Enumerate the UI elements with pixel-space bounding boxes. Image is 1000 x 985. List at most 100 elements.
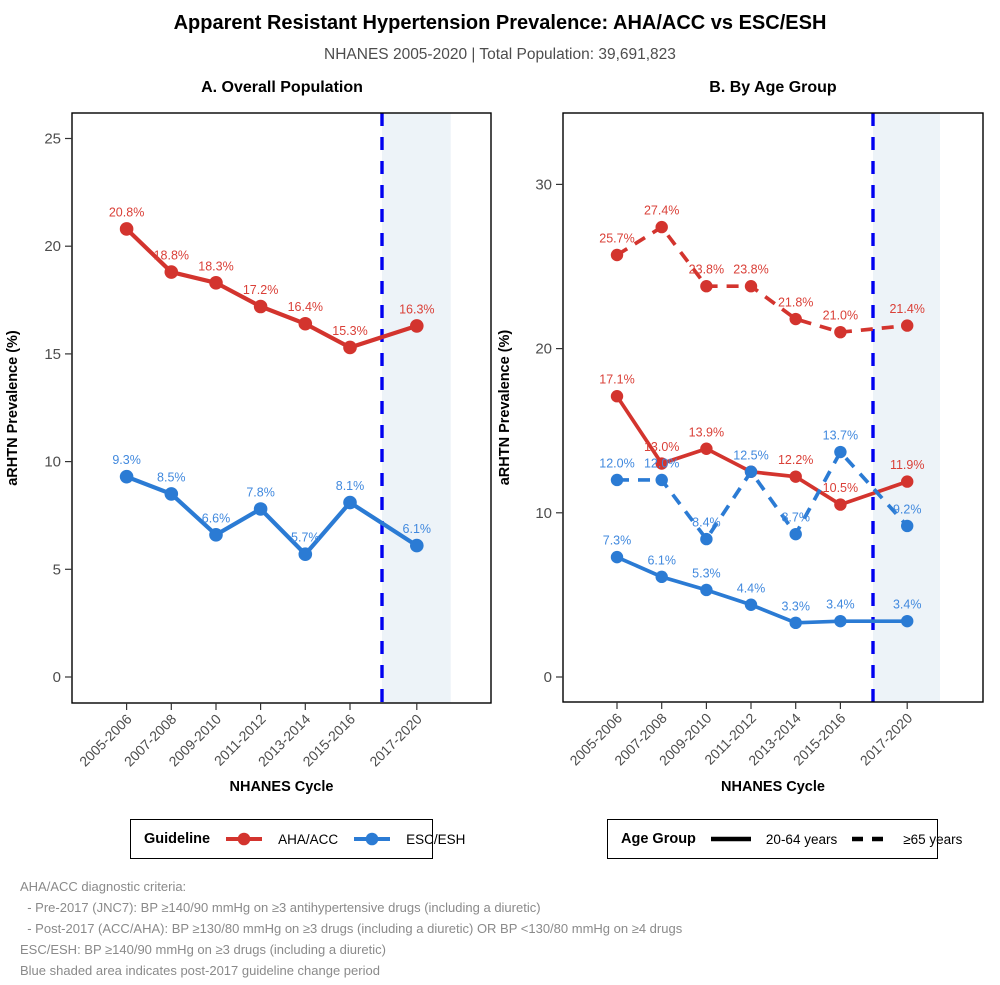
data-point: [834, 614, 847, 628]
data-point-label: 21.0%: [823, 309, 858, 323]
y-tick-label: 10: [535, 505, 552, 522]
data-point: [655, 457, 668, 470]
data-point: [253, 502, 268, 516]
legend-item-ahaacc: AHA/ACC: [278, 831, 339, 847]
data-point-label: 8.1%: [336, 479, 365, 493]
y-tick-label: 0: [544, 669, 552, 686]
data-point: [789, 470, 802, 483]
data-point-label: 15.3%: [332, 324, 367, 338]
footnote-line: - Pre-2017 (JNC7): BP ≥140/90 mmHg on ≥3…: [20, 900, 541, 915]
data-point-label: 16.3%: [399, 302, 434, 316]
y-axis-title: aRHTN Prevalence (%): [497, 330, 513, 486]
data-point: [789, 616, 802, 630]
data-point: [901, 614, 914, 628]
data-point: [298, 316, 313, 331]
y-tick-label: 0: [53, 669, 61, 686]
data-point-label: 5.3%: [692, 566, 721, 580]
data-point: [610, 550, 624, 564]
y-tick-label: 15: [44, 346, 61, 363]
data-point-label: 13.7%: [823, 429, 858, 443]
data-point-label: 25.7%: [599, 232, 634, 246]
data-point: [343, 340, 357, 355]
data-point-label: 12.0%: [644, 456, 679, 470]
data-point: [901, 475, 914, 488]
y-axis-title: aRHTN Prevalence (%): [5, 330, 21, 486]
data-point-label: 7.8%: [246, 485, 275, 499]
data-point-label: 3.4%: [893, 598, 922, 612]
data-point-label: 7.3%: [603, 534, 632, 548]
x-axis-title: NHANES Cycle: [230, 779, 334, 795]
data-point-label: 8.5%: [157, 470, 186, 484]
escesh-line-swatch-icon: [354, 832, 391, 846]
data-point-label: 13.0%: [644, 440, 679, 454]
charts-svg: 05101520252005-20062007-20082009-2010201…: [5, 112, 984, 795]
y-tick-label: 30: [535, 176, 552, 193]
data-point: [119, 222, 134, 236]
data-point-label: 17.1%: [599, 373, 634, 387]
data-point: [209, 528, 223, 542]
data-point-label: 8.4%: [692, 516, 721, 530]
data-point-label: 17.2%: [243, 283, 278, 297]
legend-item-65plus: ≥65 years: [903, 831, 963, 847]
data-point-label: 6.1%: [403, 522, 432, 536]
footnote-line: - Post-2017 (ACC/AHA): BP ≥130/80 mmHg o…: [20, 921, 683, 936]
data-point-label: 3.3%: [781, 599, 810, 613]
data-point-label: 20.8%: [109, 205, 144, 219]
data-point-label: 12.5%: [733, 448, 768, 462]
data-point: [834, 325, 847, 339]
panel-b-title: B. By Age Group: [709, 79, 837, 96]
data-point: [744, 598, 758, 611]
data-point-label: 6.6%: [202, 511, 231, 525]
data-point-label: 23.8%: [689, 263, 724, 277]
data-point: [700, 532, 713, 546]
data-point: [744, 465, 758, 478]
post2017-shaded-region: [382, 113, 451, 703]
legend-age-group: Age Group 20-64 years ≥65 years: [607, 819, 962, 859]
data-point: [410, 319, 424, 333]
data-point: [901, 519, 914, 533]
panel-a-title: A. Overall Population: [201, 79, 363, 96]
post2017-shaded-region: [873, 113, 940, 702]
panel-border: [71, 112, 492, 704]
figure-title: Apparent Resistant Hypertension Prevalen…: [173, 12, 827, 34]
data-point: [410, 538, 424, 553]
data-point-label: 9.3%: [112, 453, 141, 467]
x-tick-label: 2017-2020: [366, 711, 425, 770]
data-point-label: 10.5%: [823, 481, 858, 495]
data-point: [343, 495, 357, 510]
data-point-label: 21.8%: [778, 296, 813, 310]
data-point: [789, 312, 802, 326]
data-point: [655, 220, 668, 234]
data-point: [610, 473, 624, 487]
data-point-label: 18.3%: [198, 259, 233, 273]
data-point: [610, 390, 624, 403]
data-point-label: 12.0%: [599, 456, 634, 470]
data-point: [655, 570, 668, 584]
data-point-label: 13.9%: [689, 425, 724, 439]
legend-age-title: Age Group: [621, 831, 696, 847]
figure-subtitle: NHANES 2005-2020 | Total Population: 39,…: [324, 46, 676, 63]
data-point-label: 23.8%: [733, 263, 768, 277]
data-point: [164, 265, 179, 279]
y-tick-label: 5: [53, 561, 61, 578]
footnotes-block: AHA/ACC diagnostic criteria: - Pre-2017 …: [20, 876, 990, 981]
data-point-label: 21.4%: [889, 302, 924, 316]
y-tick-label: 25: [44, 131, 61, 148]
legend-guideline: Guideline AHA/ACC ESC/ESH: [130, 819, 465, 859]
data-point: [744, 280, 758, 293]
legend-item-20-64: 20-64 years: [765, 831, 838, 847]
data-point-label: 18.8%: [154, 249, 189, 263]
data-point: [834, 445, 847, 459]
x-tick-label: 2017-2020: [857, 710, 916, 769]
legend-item-escesh: ESC/ESH: [406, 831, 466, 847]
panel-border: [562, 112, 984, 703]
x-axis-title: NHANES Cycle: [721, 779, 825, 795]
data-point-label: 4.4%: [737, 581, 766, 595]
data-point: [700, 280, 713, 293]
data-point: [655, 473, 668, 487]
data-point-label: 16.4%: [288, 300, 323, 314]
data-point: [119, 469, 134, 484]
data-point: [164, 487, 179, 501]
data-point: [834, 498, 847, 511]
